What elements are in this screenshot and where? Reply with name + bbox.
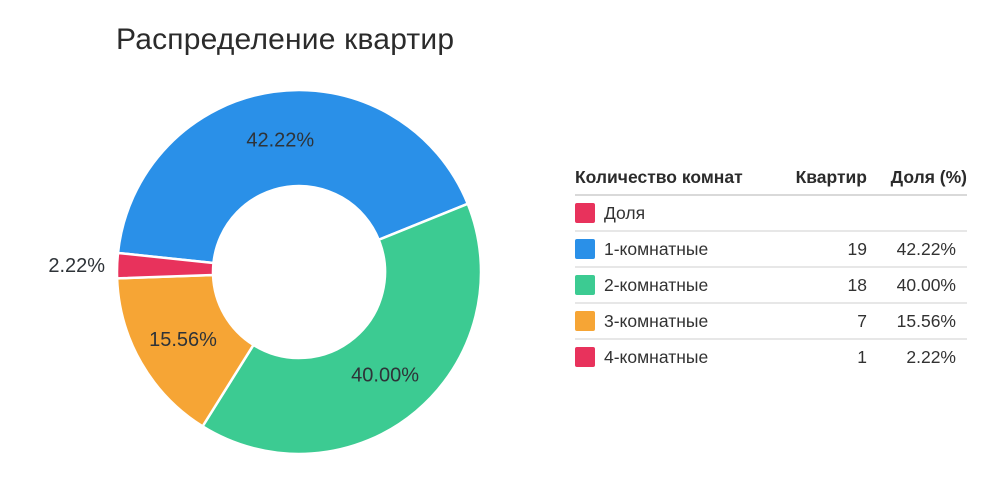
pie-segment-4-комнатные[interactable]	[115, 251, 215, 280]
series-label: Доля	[604, 202, 646, 223]
series-color-swatch	[575, 203, 595, 223]
table-row: 3-комнатные 7 15.56%	[575, 304, 967, 340]
category-color-swatch	[575, 311, 595, 331]
legend-table: Количество комнат Квартир Доля (%) Доля …	[575, 161, 967, 374]
category-color-swatch	[575, 239, 595, 259]
category-label: 1-комнатные	[604, 238, 709, 259]
pie-slice-label: 2.22%	[48, 255, 105, 277]
pie-segment-3-комнатные[interactable]	[115, 273, 255, 428]
header-rooms: Количество комнат	[575, 167, 743, 187]
table-row: 1-комнатные 19 42.22%	[575, 232, 967, 268]
category-color-swatch	[575, 347, 595, 367]
pie-slice-label: 15.56%	[149, 329, 217, 351]
table-row: 2-комнатные 18 40.00%	[575, 268, 967, 304]
category-color-swatch	[575, 275, 595, 295]
category-share: 40.00%	[896, 274, 956, 295]
category-label: 3-комнатные	[604, 310, 709, 331]
category-share: 15.56%	[896, 310, 956, 331]
pie-slice-label: 42.22%	[246, 129, 314, 151]
legend-table-header: Количество комнат Квартир Доля (%)	[575, 161, 967, 196]
pie-segment-1-комнатные[interactable]	[116, 88, 469, 265]
category-count: 1	[857, 346, 867, 367]
table-row: 4-комнатные 1 2.22%	[575, 340, 967, 374]
category-count: 19	[847, 238, 867, 259]
category-count: 18	[847, 274, 867, 295]
pie-slice-label: 40.00%	[351, 365, 419, 387]
category-count: 7	[857, 310, 867, 331]
category-label: 2-комнатные	[604, 274, 709, 295]
chart-title: Распределение квартир	[116, 23, 455, 56]
header-apartments: Квартир	[795, 167, 867, 187]
category-share: 42.22%	[896, 238, 956, 259]
category-label: 4-комнатные	[604, 346, 709, 367]
pie-segment-2-комнатные[interactable]	[201, 202, 483, 456]
donut-chart: 42.22% 40.00% 15.56% 2.22%	[48, 88, 483, 456]
category-share: 2.22%	[906, 346, 956, 367]
header-share: Доля (%)	[890, 167, 967, 187]
table-row-series: Доля	[575, 196, 967, 232]
